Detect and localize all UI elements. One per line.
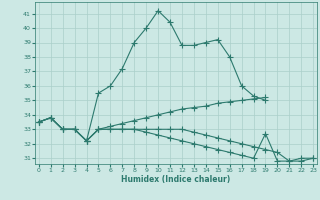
X-axis label: Humidex (Indice chaleur): Humidex (Indice chaleur)	[121, 175, 231, 184]
